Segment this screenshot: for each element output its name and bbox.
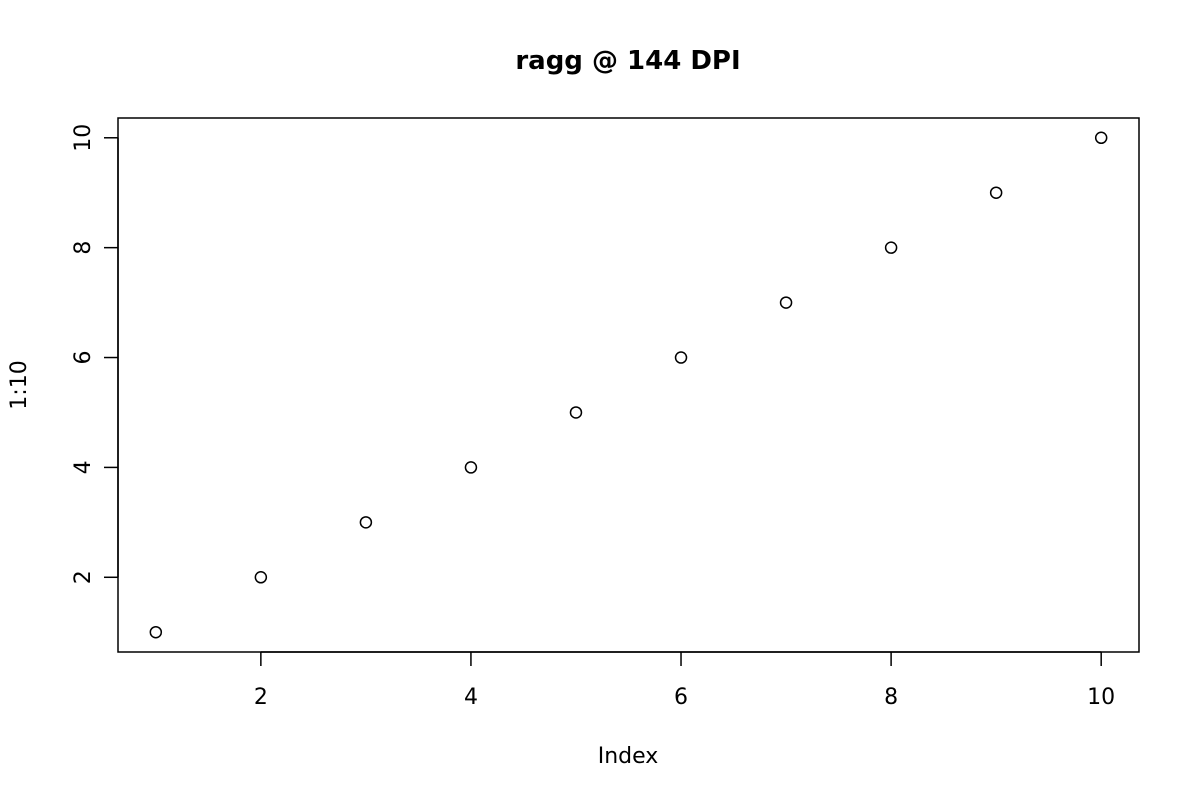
- chart-title: ragg @ 144 DPI: [515, 46, 740, 76]
- data-points: [149, 131, 1108, 639]
- data-point: [149, 625, 163, 639]
- data-point: [1094, 131, 1108, 145]
- x-axis: 2 4 6 8 10: [254, 651, 1115, 710]
- data-point: [989, 186, 1003, 199]
- y-tick-label: 4: [71, 460, 96, 474]
- data-point: [884, 241, 898, 254]
- y-tick-label: 6: [71, 351, 96, 365]
- y-axis-label: 1:10: [7, 360, 32, 409]
- x-axis-label: Index: [598, 744, 659, 769]
- data-point: [254, 571, 268, 584]
- y-axis: 2 4 6 8 10: [71, 124, 119, 584]
- x-tick-label: 2: [254, 685, 268, 710]
- data-point: [674, 351, 688, 364]
- data-point: [779, 296, 793, 309]
- x-tick-label: 10: [1087, 685, 1115, 710]
- data-point: [569, 406, 583, 419]
- plot-frame: [117, 117, 1140, 653]
- y-tick-label: 10: [71, 124, 96, 152]
- y-tick-label: 2: [71, 570, 96, 584]
- x-tick-label: 6: [674, 685, 688, 710]
- x-tick-label: 4: [464, 685, 478, 710]
- x-tick-label: 8: [884, 685, 898, 710]
- data-point: [464, 461, 478, 474]
- data-point: [359, 516, 373, 529]
- y-tick-label: 8: [71, 241, 96, 255]
